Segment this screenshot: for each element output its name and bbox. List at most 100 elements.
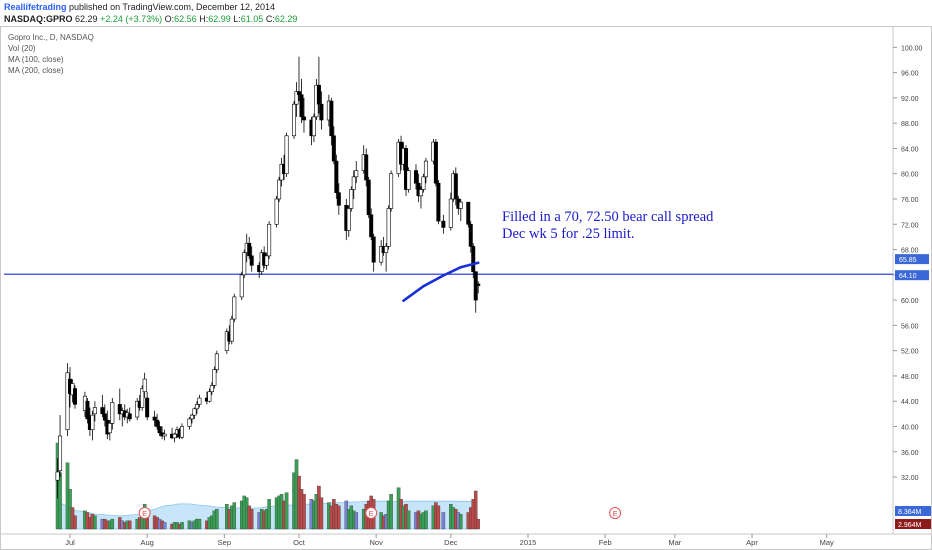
candle-body [192, 408, 197, 416]
legend-volume[interactable]: Vol (20) [8, 44, 36, 53]
legend-title[interactable]: Gopro Inc., D, NASDAQ [8, 33, 94, 42]
candle-body [155, 419, 160, 427]
price-tag [895, 254, 929, 265]
candle-body [471, 246, 476, 272]
indicator-legend: Gopro Inc., D, NASDAQ Vol (20) MA (100, … [8, 32, 94, 76]
candle-body [371, 236, 376, 263]
y-tick-label: 36.00 [901, 450, 919, 457]
volume-tag-label: 8.364M [898, 509, 922, 516]
candle-body [172, 433, 177, 439]
candle-body [214, 353, 219, 370]
candle-body [418, 189, 423, 197]
volume-tag [895, 506, 931, 516]
candle-body [351, 176, 356, 190]
y-tick-label: 80.00 [901, 172, 919, 179]
x-tick-label: Apr [746, 538, 758, 547]
candle-body [189, 414, 194, 420]
low-value: 61.05 [240, 14, 264, 24]
author-link[interactable]: Reallifetrading [4, 2, 67, 12]
earnings-marker[interactable] [138, 507, 151, 519]
y-tick-label: 44.00 [901, 399, 919, 406]
y-tick-label: 96.00 [901, 71, 919, 78]
candle-body [423, 160, 428, 178]
volume-bar [406, 510, 411, 530]
volume-bar [127, 520, 132, 530]
volume-bar [180, 522, 184, 530]
candle-body [294, 91, 299, 105]
candle-body [249, 255, 254, 266]
volume-bar [436, 505, 441, 530]
candle-body [145, 397, 150, 418]
candle-body [316, 84, 321, 105]
candle-body [117, 404, 122, 415]
ohlc-line: NASDAQ:GPRO 62.29 +2.24 (+3.73%) O:62.56… [4, 14, 297, 24]
candle-body [299, 94, 304, 118]
volume-bar [249, 509, 254, 530]
legend-ma200[interactable]: MA (200, close) [8, 66, 64, 75]
price-change: +2.24 (+3.73%) [100, 14, 163, 24]
y-tick-label: 32.00 [901, 475, 919, 482]
trade-annotation[interactable]: Filled in a 70, 72.50 bear call spread D… [502, 209, 714, 242]
earnings-marker-label: E [613, 509, 618, 518]
candle-body [274, 198, 279, 225]
volume-bar [267, 499, 271, 530]
volume-bar [459, 513, 463, 530]
volume-bar [197, 518, 202, 530]
candle-body [100, 407, 105, 415]
candle-body [242, 252, 247, 276]
y-tick-label: 56.00 [901, 323, 919, 330]
price-tag [895, 270, 929, 281]
candle-body [110, 402, 115, 424]
candle-body [384, 246, 389, 254]
candle-body [458, 201, 463, 209]
drawn-trend-line[interactable] [402, 261, 480, 302]
volume-bar [476, 519, 480, 530]
earnings-marker-label: E [142, 509, 147, 518]
x-tick-label: Feb [599, 538, 612, 547]
candle-body [389, 173, 394, 209]
candle-body [55, 471, 60, 481]
earnings-marker[interactable] [365, 507, 378, 519]
candle-body [329, 100, 334, 137]
candle-body [127, 413, 132, 420]
candle-body [142, 378, 147, 393]
candle-body [194, 404, 199, 410]
high-label: H: [199, 14, 209, 24]
candle-body [65, 372, 70, 430]
candle-body [386, 208, 391, 247]
close-label: C: [265, 14, 275, 24]
volume-bar [319, 497, 324, 530]
candle-body [284, 135, 289, 175]
candle-body [239, 274, 244, 298]
candle-body [135, 400, 140, 418]
candle-body [433, 141, 438, 184]
volume-bar [441, 512, 446, 530]
candle-body [366, 179, 371, 216]
earnings-marker-label: E [369, 509, 374, 518]
high-value: 62.99 [208, 14, 231, 24]
y-tick-label: 60.00 [901, 298, 919, 305]
publish-info: published on TradingView.com, December 1… [69, 2, 275, 12]
candle-body [229, 318, 234, 342]
candle-body [90, 414, 95, 430]
price-tag-label: 64.10 [899, 273, 917, 280]
candle-body [448, 198, 453, 228]
candle-body [404, 148, 409, 190]
x-tick-label: Mar [668, 538, 681, 547]
candle-body [58, 435, 63, 472]
candle-body [319, 103, 324, 121]
candle-body [72, 388, 77, 405]
volume-bar [162, 522, 167, 530]
candle-body [421, 176, 426, 190]
candle-body [336, 192, 341, 206]
legend-ma100[interactable]: MA (100, close) [8, 55, 64, 64]
volume-bar [73, 515, 77, 530]
price-chart[interactable]: 100.00 96.00 92.00 88.00 84.00 80.00 76.00 72.0… [0, 26, 932, 550]
candle-body [180, 426, 185, 438]
earnings-marker[interactable] [609, 507, 622, 519]
publish-line: Reallifetrading published on TradingView… [4, 2, 275, 12]
x-tick-label: Jul [65, 538, 75, 547]
y-tick-label: 72.00 [901, 222, 919, 229]
x-tick-label: Nov [369, 538, 383, 547]
candle-body [292, 103, 297, 137]
